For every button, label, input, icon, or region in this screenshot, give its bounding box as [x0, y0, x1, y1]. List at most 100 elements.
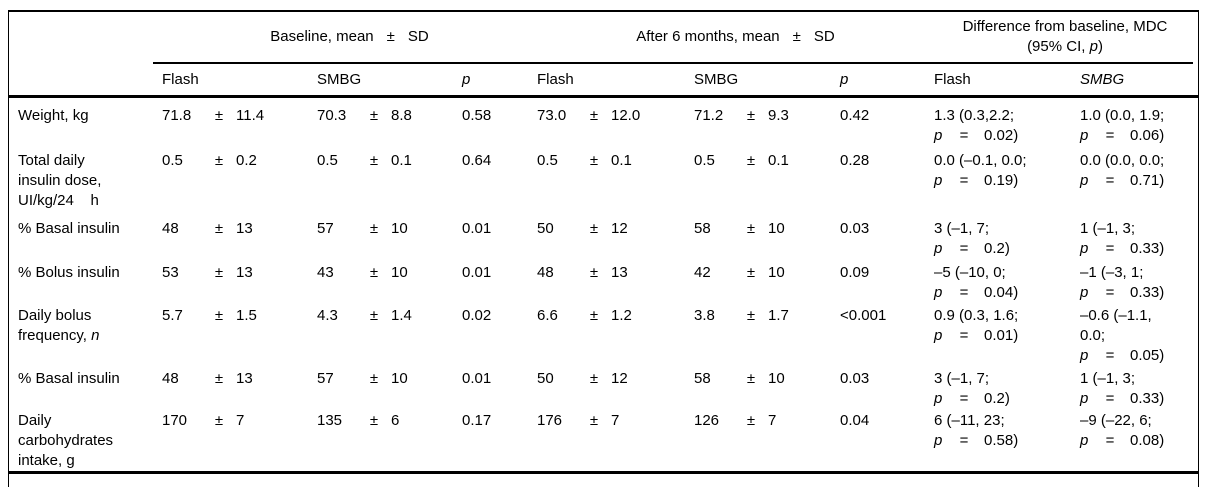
group-header-after-6-months: After 6 months, mean ± SD: [636, 28, 835, 45]
baseline-smbg-cell: 70.3 ± 8.8: [317, 106, 462, 126]
p-line: p = 0.02): [934, 127, 1019, 144]
mean-value: 176: [537, 412, 563, 429]
row-label: Daily bolus frequency, n: [18, 307, 100, 344]
sd-value: 10: [768, 370, 785, 387]
mean-value: 57: [317, 220, 334, 237]
plus-minus: ±: [589, 307, 599, 324]
difference-header-line2: (95% CI, p): [1027, 38, 1103, 55]
plus-minus: ±: [214, 220, 224, 237]
plus-minus: ±: [792, 28, 801, 45]
baseline-flash-cell: 53 ± 13: [162, 263, 317, 283]
after-p-value: 0.04: [840, 412, 870, 429]
sd-value: 0.1: [768, 152, 789, 169]
plus-minus: ±: [369, 152, 379, 169]
table-row: Total daily insulin dose, UI/kg/24 h 0.5…: [9, 151, 1198, 219]
sd-value: 7: [768, 412, 777, 429]
diff-flash-cell: 1.3 (0.3,2.2; p = 0.02): [934, 106, 1080, 146]
table-body: Weight, kg 71.8 ± 11.4 70.3 ± 8.8 0.58 7…: [9, 98, 1198, 471]
mean-value: 43: [317, 264, 334, 281]
plus-minus: ±: [589, 370, 599, 387]
p-line: p = 0.01): [934, 327, 1019, 344]
after-p-value: 0.28: [840, 152, 870, 169]
sd-value: 13: [236, 220, 253, 237]
plus-minus: ±: [746, 107, 756, 124]
plus-minus: ±: [214, 107, 224, 124]
header-heavy-rule: [9, 95, 1198, 98]
sd-value: 7: [611, 412, 620, 429]
after-smbg-cell: 58 ± 10: [694, 369, 840, 389]
row-label: Weight, kg: [18, 107, 89, 124]
table-row: % Bolus insulin 53 ± 13 43 ± 10 0.01 48 …: [9, 263, 1198, 306]
baseline-smbg-cell: 43 ± 10: [317, 263, 462, 283]
p-line: p = 0.33): [1080, 240, 1165, 257]
p-value: 0.05): [1130, 347, 1165, 364]
ci-value: –5 (–10, 0;: [934, 264, 1006, 281]
plus-minus: ±: [214, 412, 224, 429]
plus-minus: ±: [589, 412, 599, 429]
sd-value: 1.7: [768, 307, 789, 324]
diff-flash-cell: 3 (–1, 7; p = 0.2): [934, 219, 1080, 259]
mean-value: 71.8: [162, 107, 192, 124]
group-header-rule: [153, 62, 1193, 64]
plus-minus: ±: [589, 264, 599, 281]
diff-flash-cell: 3 (–1, 7; p = 0.2): [934, 369, 1080, 409]
ci-value: 0.0 (0.0, 0.0;: [1080, 152, 1165, 169]
p-value: 0.33): [1130, 284, 1165, 301]
table-group-header: Baseline, mean ± SD After 6 months, mean ± S…: [9, 12, 1198, 62]
table-row: Daily bolus frequency, n 5.7 ± 1.5 4.3 ±…: [9, 306, 1198, 369]
sd-value: 0.2: [236, 152, 257, 169]
ci-value: 3 (–1, 7;: [934, 220, 990, 237]
plus-minus: ±: [214, 152, 224, 169]
column-header-baseline-p: p: [462, 70, 471, 88]
p-value: 0.01): [984, 327, 1019, 344]
mean-value: 71.2: [694, 107, 724, 124]
p-value: 0.58): [984, 432, 1019, 449]
sd-value: 1.5: [236, 307, 257, 324]
table-row: Daily carbohydrates intake, g 170 ± 7 13…: [9, 411, 1198, 471]
plus-minus: ±: [746, 370, 756, 387]
mean-value: 0.5: [537, 152, 558, 169]
plus-minus: ±: [214, 370, 224, 387]
mean-value: 48: [537, 264, 554, 281]
diff-smbg-cell: –1 (–3, 1; p = 0.33): [1080, 263, 1196, 303]
ci-value: –9 (–22, 6;: [1080, 412, 1152, 429]
ci-value: 1 (–1, 3;: [1080, 370, 1136, 387]
baseline-smbg-cell: 57 ± 10: [317, 369, 462, 389]
sd-value: 10: [768, 264, 785, 281]
baseline-smbg-cell: 4.3 ± 1.4: [317, 306, 462, 326]
sd-value: 10: [391, 370, 408, 387]
sd-value: 12: [611, 220, 628, 237]
group-header-baseline: Baseline, mean ± SD: [270, 28, 429, 45]
sd-value: 0.1: [391, 152, 412, 169]
mean-value: 50: [537, 220, 554, 237]
diff-smbg-cell: 1 (–1, 3; p = 0.33): [1080, 369, 1196, 409]
baseline-flash-cell: 48 ± 13: [162, 369, 317, 389]
after-smbg-cell: 71.2 ± 9.3: [694, 106, 840, 126]
baseline-flash-cell: 0.5 ± 0.2: [162, 151, 317, 171]
p-value: 0.19): [984, 172, 1019, 189]
baseline-smbg-cell: 135 ± 6: [317, 411, 462, 431]
diff-flash-cell: 0.0 (–0.1, 0.0; p = 0.19): [934, 151, 1080, 191]
column-header-after-smbg: SMBG: [694, 70, 739, 88]
baseline-smbg-cell: 0.5 ± 0.1: [317, 151, 462, 171]
mean-value: 5.7: [162, 307, 183, 324]
after-flash-cell: 6.6 ± 1.2: [537, 306, 694, 326]
after-smbg-cell: 0.5 ± 0.1: [694, 151, 840, 171]
table-column-header: Flash SMBG p Flash SMBG p Flash SMBG: [9, 64, 1198, 95]
baseline-p-value: 0.64: [462, 152, 492, 169]
p-line: p = 0.04): [934, 284, 1019, 301]
plus-minus: ±: [746, 307, 756, 324]
ci-value: 0.0 (–0.1, 0.0;: [934, 152, 1027, 169]
ci-value: –0.6 (–1.1, 0.0;: [1080, 307, 1152, 344]
column-header-baseline-smbg: SMBG: [317, 70, 362, 88]
ci-value: –1 (–3, 1;: [1080, 264, 1144, 281]
ci-value: 6 (–11, 23;: [934, 412, 1005, 429]
mean-value: 170: [162, 412, 188, 429]
ci-value: 1 (–1, 3;: [1080, 220, 1136, 237]
p-line: p = 0.71): [1080, 172, 1165, 189]
mean-value: 50: [537, 370, 554, 387]
plus-minus: ±: [589, 152, 599, 169]
mean-value: 0.5: [317, 152, 338, 169]
column-header-after-p: p: [840, 70, 849, 88]
